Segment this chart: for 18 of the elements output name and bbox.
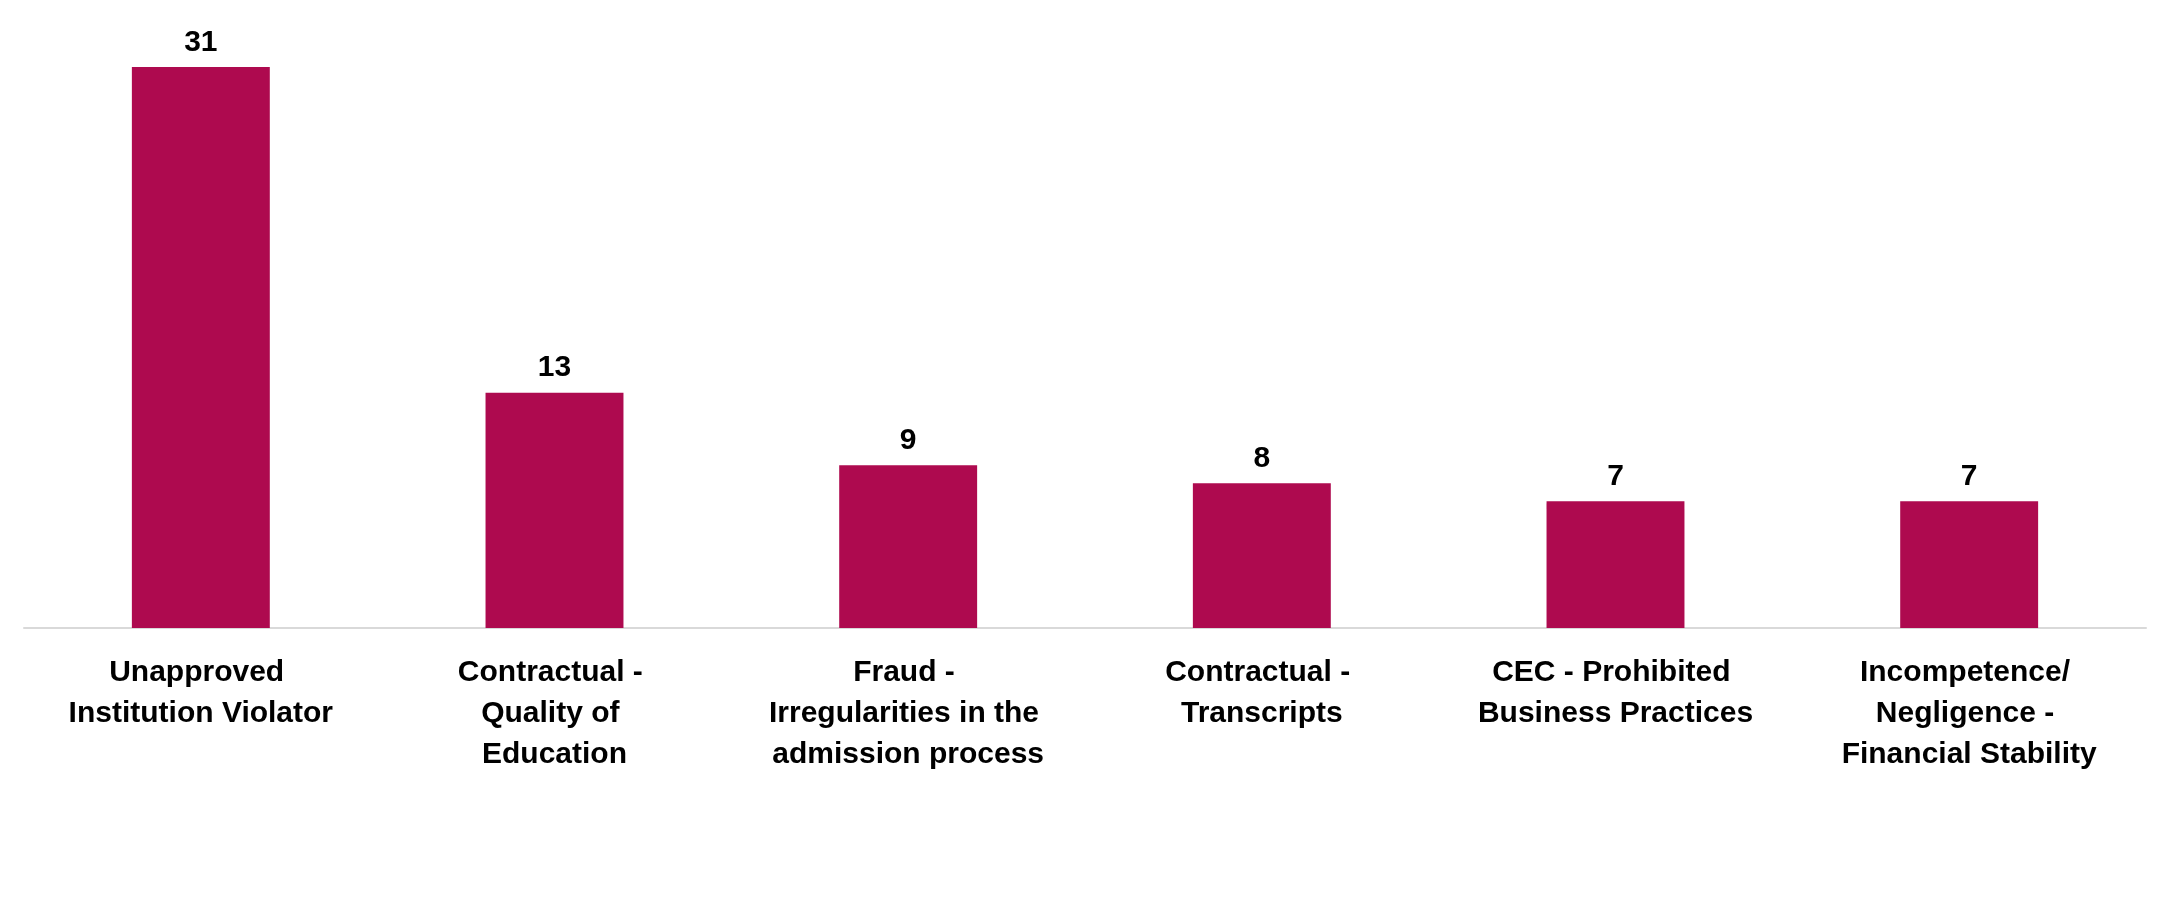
x-tick-label: CEC - Prohibited Business Practices [1477, 654, 1754, 728]
bar [1192, 483, 1331, 628]
x-tick-label: Unapproved Institution Violator [68, 654, 334, 728]
bar [131, 67, 270, 628]
data-label: 9 [899, 421, 917, 455]
x-tick-label: Contractual - Quality of Education [457, 654, 652, 769]
bar [1546, 501, 1685, 628]
bar [485, 392, 624, 628]
data-label: 13 [537, 349, 572, 383]
bar [1900, 501, 2039, 628]
bar [839, 465, 978, 628]
x-tick-label: Fraud - Irregularities in the admission process [768, 654, 1048, 769]
x-tick-label: Contractual - Transcripts [1165, 654, 1359, 728]
data-label: 7 [1960, 457, 1978, 491]
data-label: 8 [1253, 439, 1271, 473]
data-label: 7 [1607, 457, 1624, 491]
data-label: 31 [184, 23, 218, 57]
x-tick-label: Incompetence/ Negligence - Financial Stability [1841, 654, 2098, 769]
